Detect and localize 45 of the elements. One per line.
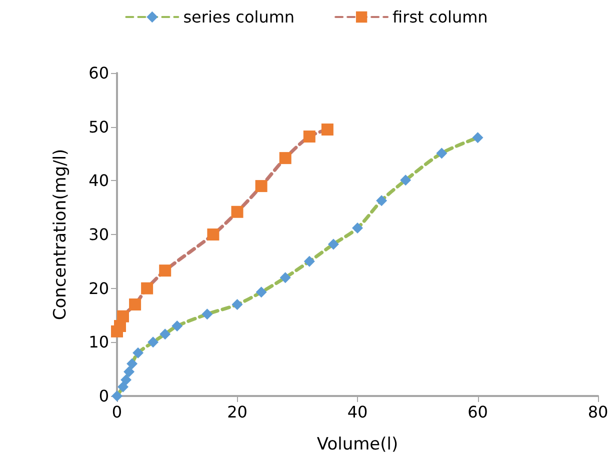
y-tick-label: 60 <box>88 64 109 82</box>
y-tick-label: 20 <box>88 278 109 298</box>
point <box>126 358 138 370</box>
point <box>303 130 316 143</box>
y-tick-label: 10 <box>88 332 109 352</box>
point <box>172 320 183 332</box>
legend-label: first column <box>392 8 488 26</box>
point <box>400 174 412 186</box>
point <box>207 228 220 240</box>
legend-label: series column <box>183 8 295 26</box>
point <box>436 148 448 159</box>
point <box>124 366 135 378</box>
point <box>232 298 243 310</box>
point <box>352 222 363 234</box>
point <box>148 336 159 348</box>
point <box>132 347 144 358</box>
point <box>321 124 334 136</box>
point <box>118 381 129 392</box>
point <box>256 286 267 298</box>
x-tick-label: 60 <box>468 402 488 422</box>
x-tick-label: 40 <box>347 402 368 422</box>
point <box>376 195 388 206</box>
point <box>141 282 154 294</box>
point <box>279 152 292 164</box>
y-tick-label: 40 <box>88 171 109 190</box>
point <box>202 308 213 320</box>
point <box>117 310 130 322</box>
point <box>159 264 172 277</box>
x-tick-label: 0 <box>112 402 122 422</box>
point <box>255 180 268 192</box>
point <box>472 132 484 144</box>
y-axis-title: Concentration(mg/l) <box>50 148 70 320</box>
y-tick-label: 50 <box>88 117 109 136</box>
point <box>160 328 171 340</box>
x-tick-label: 20 <box>227 402 248 422</box>
point <box>129 298 142 310</box>
point <box>120 374 132 386</box>
x-axis-title: Volume(l) <box>316 434 398 454</box>
point <box>231 206 244 218</box>
point <box>280 272 291 284</box>
point <box>328 238 339 250</box>
y-tick-label: 0 <box>98 386 109 406</box>
y-tick-label: 30 <box>88 225 109 244</box>
point <box>304 256 315 267</box>
x-tick-label: 80 <box>588 402 608 422</box>
